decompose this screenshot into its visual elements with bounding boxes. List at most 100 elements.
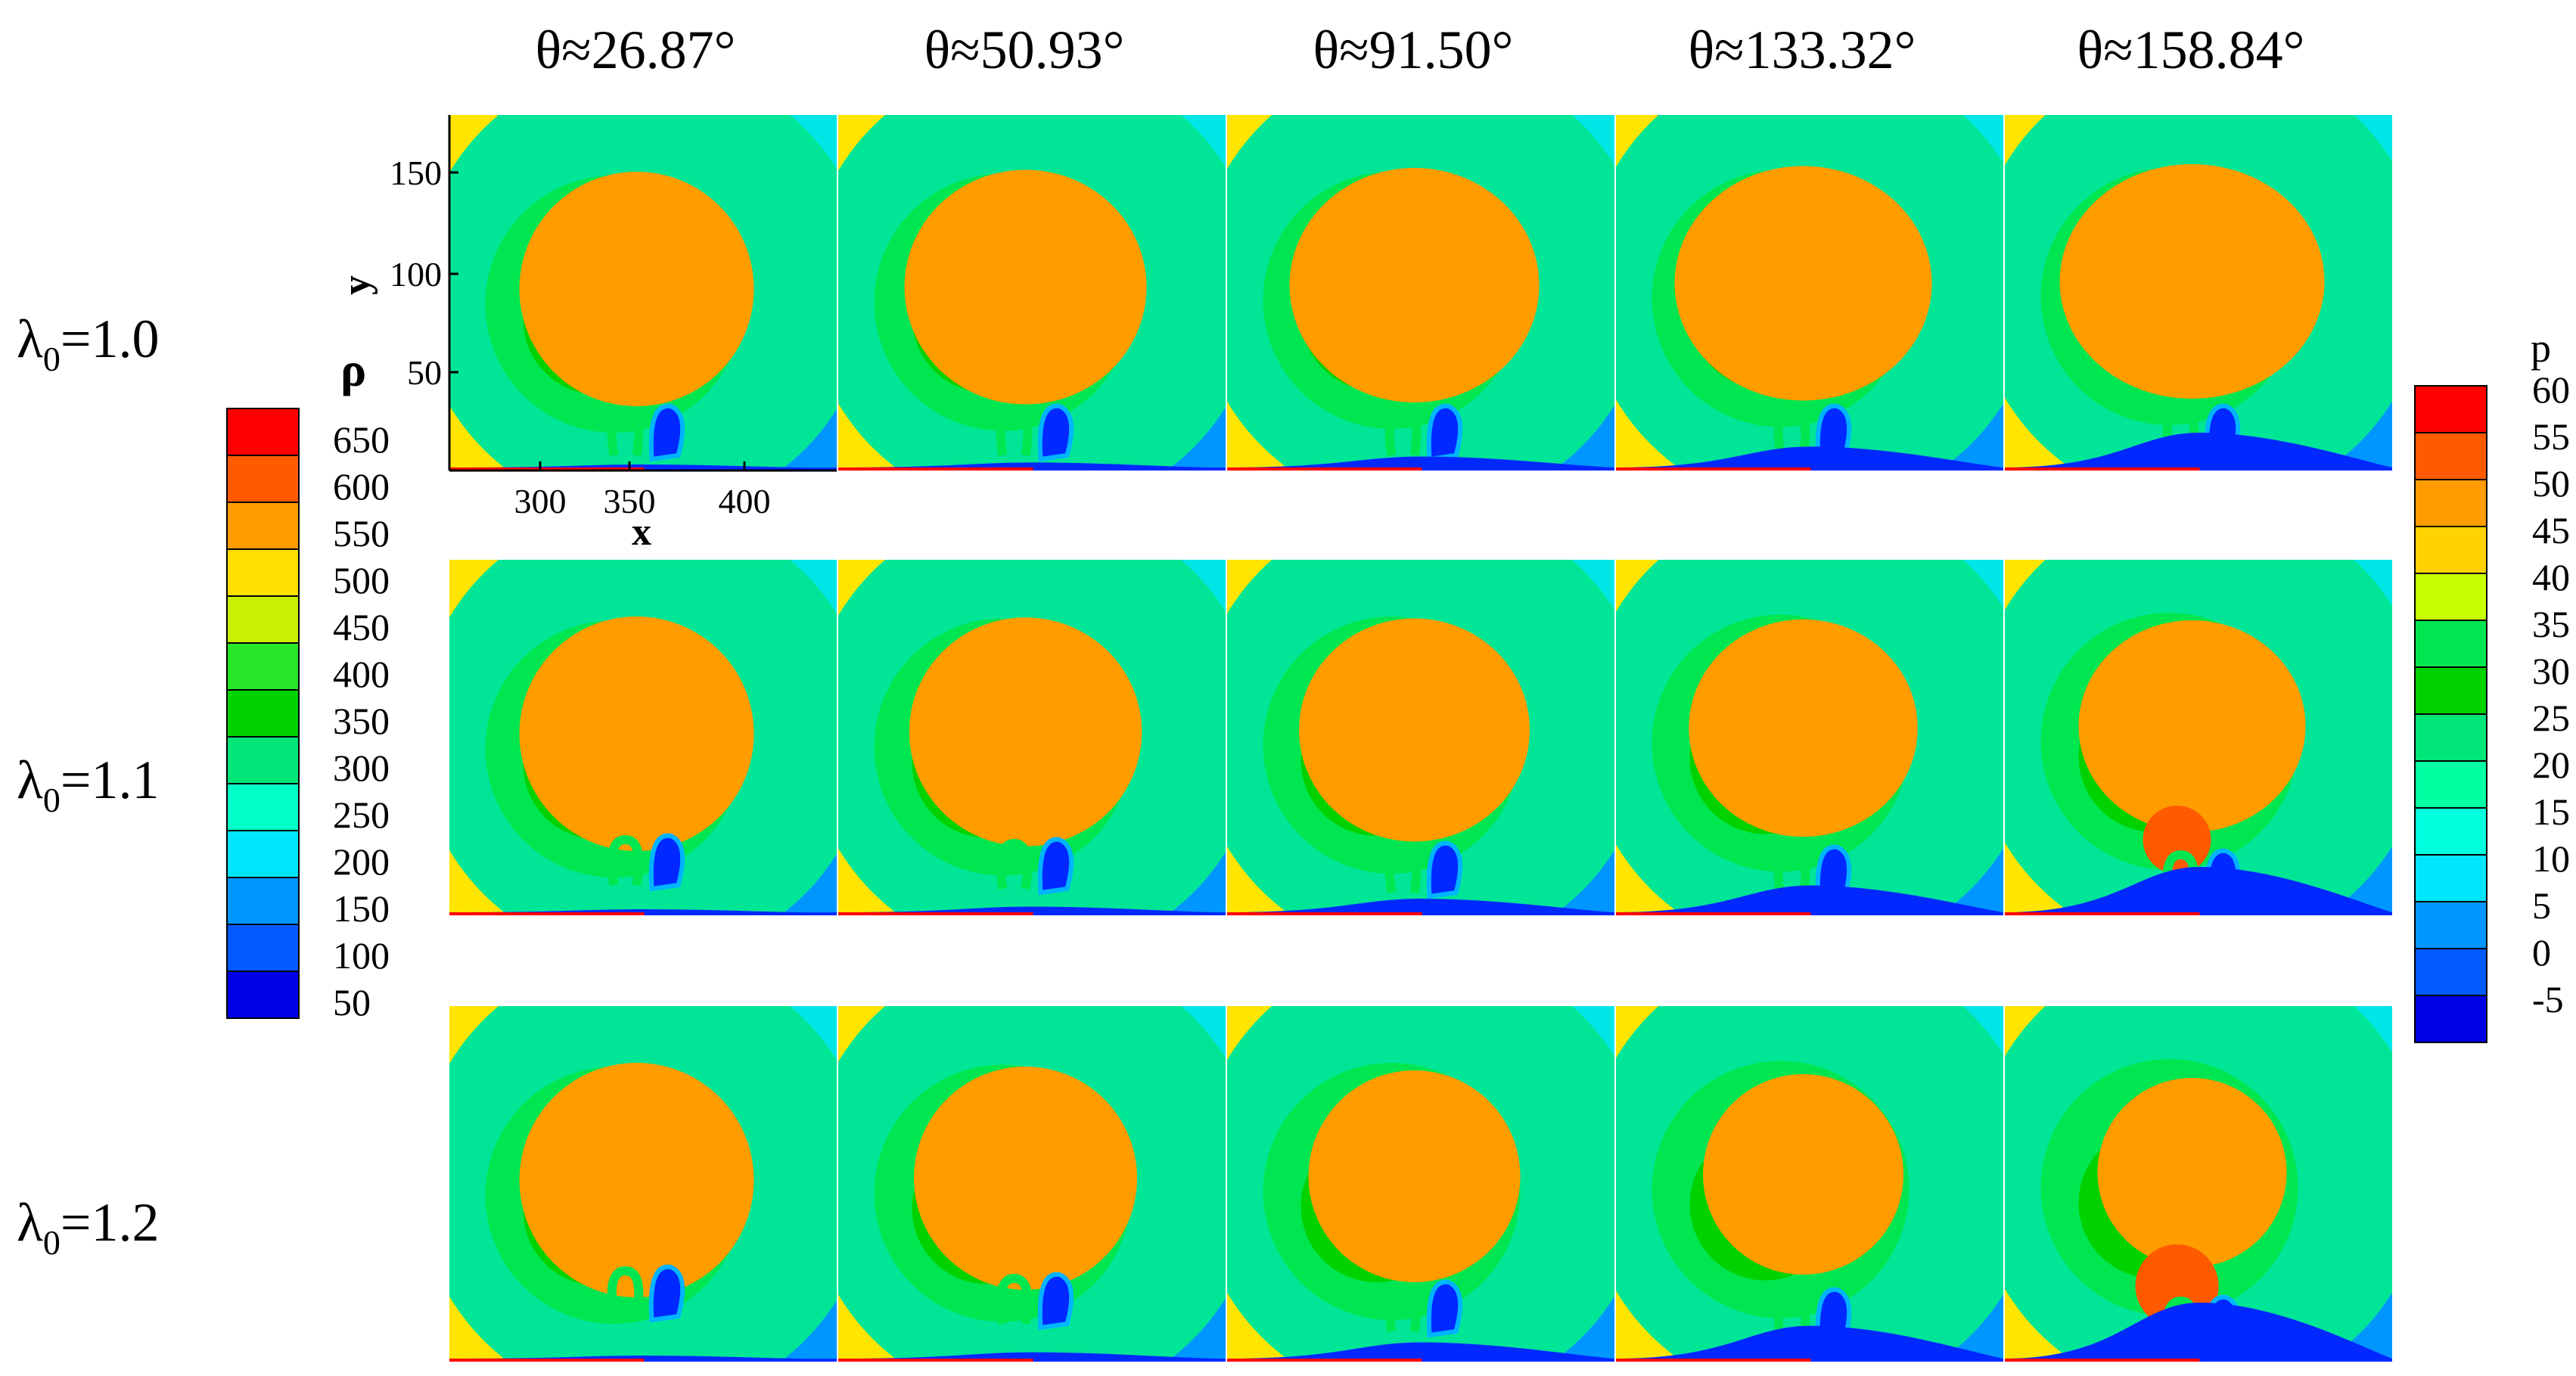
row-label-value: =1.2 xyxy=(61,1192,160,1253)
contour-panel xyxy=(2005,560,2392,915)
wall-film xyxy=(2005,867,2392,915)
density-level: 550 xyxy=(333,512,390,554)
pressure-level: 45 xyxy=(2532,509,2570,551)
pressure-level: 40 xyxy=(2532,556,2570,598)
density-bubble xyxy=(1308,1070,1521,1282)
row-label-symbol: λ xyxy=(17,309,43,369)
jet-right xyxy=(648,403,685,462)
contour-panel xyxy=(1227,1006,1614,1362)
density-bubble xyxy=(909,617,1142,846)
pressure-level: 10 xyxy=(2532,837,2570,880)
pressure-swatch xyxy=(2414,995,2487,1043)
density-bubble xyxy=(1289,168,1540,402)
density-bubble xyxy=(1689,619,1918,837)
wall-film xyxy=(1227,456,1614,471)
contour-panel xyxy=(449,115,837,471)
density-swatch xyxy=(226,455,300,503)
density-swatch xyxy=(226,877,300,925)
pressure-swatch xyxy=(2414,432,2487,480)
density-swatch xyxy=(226,502,300,550)
jet-left xyxy=(1773,1288,1810,1340)
pressure-level: 30 xyxy=(2532,650,2570,692)
pressure-level: 35 xyxy=(2532,603,2570,645)
wall-line xyxy=(2005,912,2200,915)
column-label: θ≈26.87° xyxy=(536,20,736,80)
pressure-swatch xyxy=(2414,948,2487,996)
pressure-level: 60 xyxy=(2532,368,2570,411)
pressure-level: 20 xyxy=(2532,744,2570,786)
wall-line xyxy=(2005,1359,2200,1362)
row-labels: λ 0 =1.0 λ0=1.1 λ0=1.2 xyxy=(17,309,160,1262)
row-label: λ0=1.1 xyxy=(17,750,160,819)
wall-line xyxy=(449,467,645,471)
column-label: θ≈158.84° xyxy=(2077,20,2305,80)
density-bubble xyxy=(2078,620,2306,832)
panel-grid xyxy=(449,115,2392,1362)
row-label-value: =1.0 xyxy=(61,309,160,369)
wall-film xyxy=(1616,446,2003,471)
jet-left xyxy=(2162,405,2199,456)
density-bubble xyxy=(2097,1078,2287,1267)
pressure-swatch xyxy=(2414,526,2487,574)
pressure-swatch xyxy=(2414,901,2487,949)
x-tick-label: 350 xyxy=(604,482,656,520)
density-bubble xyxy=(1674,166,1932,401)
column-label: θ≈50.93° xyxy=(924,20,1125,80)
density-level: 600 xyxy=(333,465,390,508)
x-tick-label: 400 xyxy=(719,482,771,520)
contour-panel xyxy=(838,560,1226,915)
wall-line xyxy=(1616,467,1811,471)
density-bubble xyxy=(914,1067,1138,1290)
density-swatch xyxy=(226,830,300,878)
density-swatch xyxy=(226,783,300,831)
wall-line xyxy=(838,1359,1033,1362)
row-label-subscript: 0 xyxy=(43,781,61,819)
wall-film xyxy=(2005,1303,2392,1362)
jet-left xyxy=(1773,846,1810,897)
row-label-subscript: 0 xyxy=(43,1223,61,1262)
contour-panel xyxy=(1616,115,2003,471)
jet-right xyxy=(1037,1272,1074,1331)
wall-line xyxy=(1616,1359,1811,1362)
first-panel-axes: 150 100 50 300 350 400 x y ρ xyxy=(335,115,837,554)
jet-left xyxy=(1773,405,1810,456)
density-swatch xyxy=(226,924,300,972)
y-axis-label: y xyxy=(335,275,378,295)
jet-left xyxy=(1384,1281,1422,1332)
jet-right xyxy=(1037,837,1074,896)
y-tick-label: 50 xyxy=(407,353,442,392)
density-bubble xyxy=(1299,618,1530,842)
pressure-level: 50 xyxy=(2532,462,2570,505)
column-label: θ≈133.32° xyxy=(1689,20,1916,80)
density-level: 650 xyxy=(333,418,390,461)
x-axis-label: x xyxy=(632,511,651,554)
wall-line xyxy=(1227,1359,1422,1362)
pressure-level: 5 xyxy=(2532,884,2551,927)
jet-left xyxy=(996,838,1033,890)
density-level: 100 xyxy=(333,934,390,977)
wall-line xyxy=(1227,912,1422,915)
x-tick-label: 300 xyxy=(514,482,567,520)
pressure-colorbar-label: p xyxy=(2531,325,2551,371)
pressure-swatch xyxy=(2414,807,2487,856)
row-label: λ0=1.2 xyxy=(17,1192,160,1262)
hot-core xyxy=(2143,806,2211,874)
column-labels: θ≈26.87° θ≈50.93° θ≈91.50° θ≈133.32° θ≈158.8… xyxy=(536,20,2305,80)
contour-panel xyxy=(2005,115,2392,471)
pressure-swatch xyxy=(2414,854,2487,902)
pressure-swatch xyxy=(2414,620,2487,668)
pressure-swatch xyxy=(2414,666,2487,715)
jet-left xyxy=(996,1273,1033,1325)
pressure-swatch xyxy=(2414,713,2487,762)
pressure-swatch xyxy=(2414,760,2487,809)
density-level: 150 xyxy=(333,887,390,930)
density-level: 200 xyxy=(333,840,390,883)
jet-left xyxy=(607,1266,644,1317)
density-swatch xyxy=(226,548,300,597)
density-bubble xyxy=(1703,1074,1904,1275)
density-level: 400 xyxy=(333,653,390,695)
density-bubble xyxy=(519,172,754,406)
jet-left xyxy=(996,405,1033,456)
